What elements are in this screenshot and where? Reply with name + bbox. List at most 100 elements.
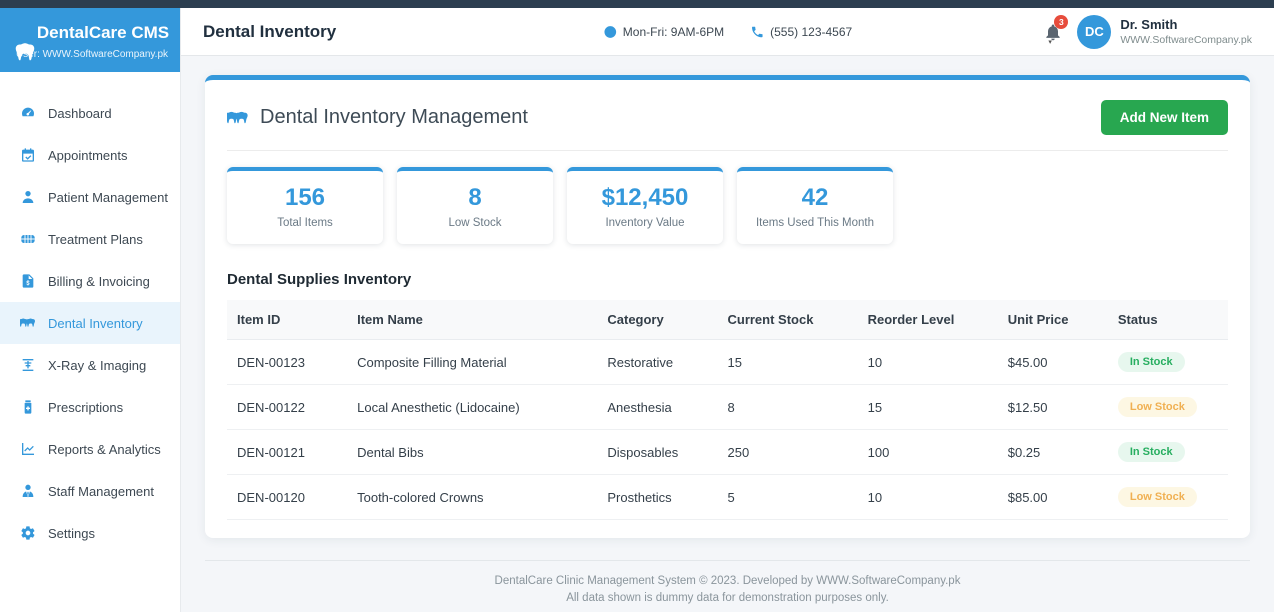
table-header-row: Item ID Item Name Category Current Stock…: [227, 300, 1228, 340]
sidebar-item-patient-management[interactable]: Patient Management: [0, 176, 180, 218]
sidebar-item-prescriptions[interactable]: Prescriptions: [0, 386, 180, 428]
status-badge: Low Stock: [1117, 487, 1197, 507]
notifications-button[interactable]: 3 ▾: [1043, 14, 1069, 46]
hours-info: Mon-Fri: 9AM-6PM: [603, 25, 724, 39]
footer-line-2: All data shown is dummy data for demonst…: [566, 591, 889, 604]
xray-icon: [20, 357, 36, 373]
stat-items-used: 42 Items Used This Month: [737, 167, 893, 244]
user-org: WWW.SoftwareCompany.pk: [1120, 33, 1252, 46]
col-item-name: Item Name: [347, 300, 598, 340]
divider: [227, 150, 1228, 151]
col-status: Status: [1107, 300, 1228, 340]
cell-category: Anesthesia: [597, 384, 718, 430]
header-right: 3 ▾ DC Dr. Smith WWW.SoftwareCompany.pk: [1043, 14, 1252, 49]
stat-value: 156: [284, 184, 326, 211]
sidebar-nav: Dashboard Appointments Patient Managemen…: [0, 72, 180, 554]
status-badge: In Stock: [1117, 442, 1185, 462]
user-name: Dr. Smith: [1120, 17, 1178, 33]
sidebar-item-label: Dental Inventory: [48, 315, 143, 331]
brand-user: User: WWW.SoftwareCompany.pk: [15, 49, 169, 61]
cell-reorder-level: 10: [857, 339, 998, 385]
cell-unit-price: $45.00: [997, 339, 1108, 385]
table-row: DEN-00121 Dental Bibs Disposables 250 10…: [227, 429, 1228, 475]
sidebar-item-reports-analytics[interactable]: Reports & Analytics: [0, 428, 180, 470]
chart-line-icon: [20, 441, 36, 457]
sidebar-item-settings[interactable]: Settings: [0, 512, 180, 554]
sidebar: DentalCare CMS User: WWW.SoftwareCompany…: [0, 8, 181, 612]
sidebar-item-dashboard[interactable]: Dashboard: [0, 92, 180, 134]
main-column: Dental Inventory Mon-Fri: 9AM-6PM (555) …: [181, 8, 1274, 612]
sidebar-item-label: Staff Management: [48, 483, 154, 499]
cell-item-id: DEN-00122: [227, 384, 348, 430]
gear-icon: [20, 525, 36, 541]
col-current-stock: Current Stock: [717, 300, 858, 340]
notification-badge: 3: [1054, 14, 1069, 29]
sidebar-item-billing-invoicing[interactable]: Billing & Invoicing: [0, 260, 180, 302]
col-unit-price: Unit Price: [997, 300, 1108, 340]
cell-reorder-level: 100: [857, 429, 998, 475]
card-title: Dental Inventory Management: [227, 106, 528, 129]
cell-item-name: Tooth-colored Crowns: [347, 474, 598, 520]
cell-category: Disposables: [597, 429, 718, 475]
page-title: Dental Inventory: [203, 21, 337, 41]
stat-inventory-value: $12,450 Inventory Value: [567, 167, 723, 244]
cell-current-stock: 8: [717, 384, 858, 430]
cell-reorder-level: 10: [857, 474, 998, 520]
sidebar-item-appointments[interactable]: Appointments: [0, 134, 180, 176]
teeth-icon: [227, 107, 249, 129]
stat-label: Items Used This Month: [755, 217, 875, 229]
patient-icon: [20, 189, 36, 205]
cell-status: In Stock: [1107, 339, 1228, 385]
col-category: Category: [597, 300, 718, 340]
teeth-row-icon: [20, 231, 36, 247]
cell-item-name: Local Anesthetic (Lidocaine): [347, 384, 598, 430]
sidebar-item-dental-inventory[interactable]: Dental Inventory: [0, 302, 180, 345]
app-layout: DentalCare CMS User: WWW.SoftwareCompany…: [0, 8, 1274, 612]
stat-label: Inventory Value: [605, 217, 685, 229]
table-row: DEN-00120 Tooth-colored Crowns Prostheti…: [227, 474, 1228, 520]
sidebar-item-label: Billing & Invoicing: [48, 273, 150, 289]
cell-unit-price: $85.00: [997, 474, 1108, 520]
cell-status: Low Stock: [1107, 384, 1228, 430]
content-area: Dental Inventory Management Add New Item…: [181, 56, 1274, 612]
cell-item-name: Dental Bibs: [347, 429, 598, 475]
top-accent-bar: [0, 0, 1274, 8]
clock-icon: [603, 25, 617, 39]
sidebar-item-label: Treatment Plans: [48, 231, 143, 247]
cell-category: Restorative: [597, 339, 718, 385]
cell-category: Prosthetics: [597, 474, 718, 520]
cell-current-stock: 15: [717, 339, 858, 385]
caret-down-icon: ▾: [1048, 38, 1052, 46]
sidebar-item-xray-imaging[interactable]: X-Ray & Imaging: [0, 344, 180, 386]
cell-current-stock: 250: [717, 429, 858, 475]
col-item-id: Item ID: [227, 300, 348, 340]
inventory-card: Dental Inventory Management Add New Item…: [205, 75, 1250, 538]
sidebar-item-label: Appointments: [48, 147, 128, 163]
page-footer: DentalCare Clinic Management System © 20…: [205, 560, 1250, 612]
avatar: DC: [1077, 14, 1112, 49]
contact-info: Mon-Fri: 9AM-6PM (555) 123-4567: [603, 25, 852, 39]
tooth-logo-icon: [12, 40, 38, 66]
add-new-item-button[interactable]: Add New Item: [1100, 100, 1228, 135]
brand-title: DentalCare CMS: [36, 23, 170, 42]
stat-low-stock: 8 Low Stock: [397, 167, 553, 244]
teeth-icon: [20, 315, 36, 331]
cell-unit-price: $0.25: [997, 429, 1108, 475]
stat-value: $12,450: [601, 184, 689, 211]
sidebar-item-label: Patient Management: [48, 189, 168, 205]
phone-text: (555) 123-4567: [770, 24, 853, 39]
brand-header: DentalCare CMS User: WWW.SoftwareCompany…: [0, 8, 180, 73]
prescription-bottle-icon: [20, 399, 36, 415]
table-row: DEN-00122 Local Anesthetic (Lidocaine) A…: [227, 384, 1228, 430]
top-header: Dental Inventory Mon-Fri: 9AM-6PM (555) …: [181, 8, 1274, 56]
footer-line-1: DentalCare Clinic Management System © 20…: [494, 575, 961, 587]
sidebar-item-label: Settings: [48, 525, 95, 541]
status-badge: In Stock: [1117, 352, 1185, 372]
cell-status: Low Stock: [1107, 474, 1228, 520]
status-badge: Low Stock: [1117, 397, 1197, 417]
sidebar-item-staff-management[interactable]: Staff Management: [0, 470, 180, 512]
sidebar-item-treatment-plans[interactable]: Treatment Plans: [0, 218, 180, 260]
sidebar-item-label: Dashboard: [48, 105, 112, 121]
user-menu[interactable]: DC Dr. Smith WWW.SoftwareCompany.pk: [1077, 14, 1252, 49]
table-row: DEN-00123 Composite Filling Material Res…: [227, 339, 1228, 385]
